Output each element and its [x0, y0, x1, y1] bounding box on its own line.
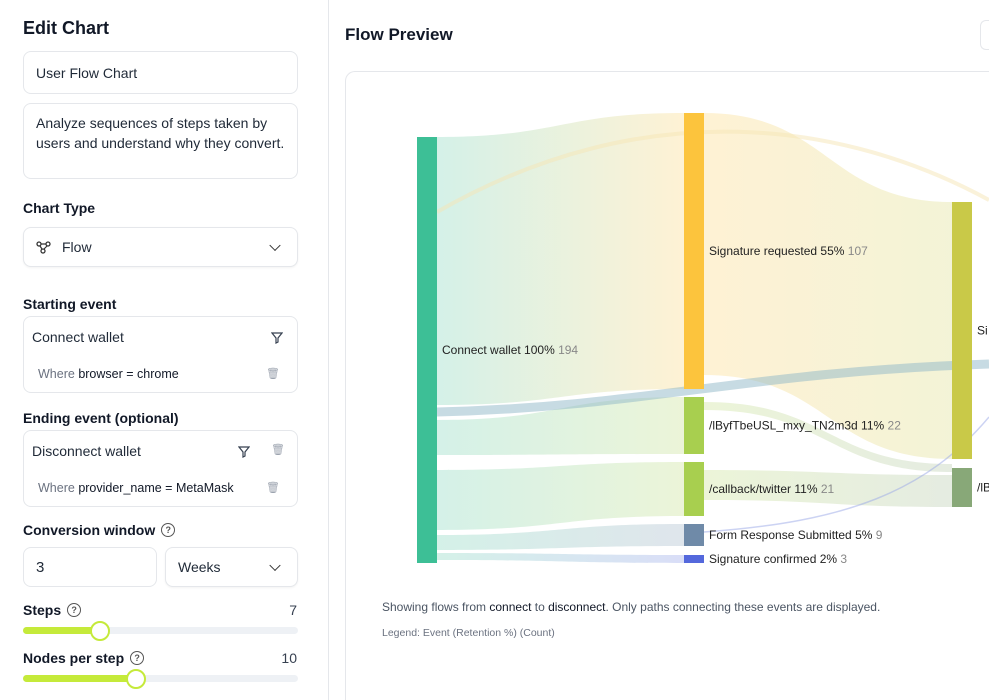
conversion-window-text: Conversion window: [23, 522, 156, 538]
flow-node-count: 194: [558, 343, 578, 357]
chevron-down-icon: [269, 559, 281, 572]
help-icon[interactable]: ?: [130, 651, 145, 665]
nodes-per-step-text: Nodes per step: [23, 650, 125, 666]
trash-icon[interactable]: 🗑: [266, 368, 280, 380]
sankey-chart: Connect wallet 100% 194 Signature request…: [417, 113, 989, 566]
description-input[interactable]: Analyze sequences of steps taken by user…: [23, 103, 298, 179]
steps-slider-fill: [23, 627, 100, 634]
toolbar-button[interactable]: [980, 20, 989, 50]
chart-type-value: Flow: [62, 239, 92, 255]
conversion-unit-select[interactable]: Weeks: [165, 547, 298, 587]
flow-link[interactable]: [437, 397, 684, 455]
filter-icon[interactable]: [271, 332, 283, 344]
caption-text: . Only paths connecting these events are…: [605, 600, 881, 614]
flow-node[interactable]: [684, 462, 704, 516]
conversion-window-input[interactable]: 3: [23, 547, 157, 587]
starting-event-label: Starting event: [23, 296, 117, 312]
flow-node[interactable]: [417, 137, 437, 563]
steps-slider[interactable]: [23, 621, 298, 641]
chart-type-select[interactable]: Flow: [23, 227, 298, 267]
flow-node[interactable]: [684, 397, 704, 454]
flow-link[interactable]: [704, 402, 952, 472]
starting-event-card: Connect wallet Where browser = chrome 🗑: [23, 316, 298, 393]
flow-node-count: 107: [848, 244, 868, 258]
flow-link[interactable]: [436, 129, 989, 214]
conversion-unit-value: Weeks: [178, 559, 221, 575]
flow-link[interactable]: [437, 462, 684, 530]
flow-link[interactable]: [437, 553, 684, 563]
steps-text: Steps: [23, 602, 62, 618]
steps-value: 7: [289, 602, 297, 618]
legend-text: Legend: Event (Retention %) (Count): [382, 627, 555, 639]
caption-from: connect: [489, 600, 532, 614]
flow-node[interactable]: [684, 524, 704, 546]
help-icon[interactable]: ?: [161, 523, 176, 537]
caption-text: to: [531, 600, 549, 614]
flow-node-label: Connect wallet 100% 194: [442, 343, 578, 357]
panel-title: Edit Chart: [23, 18, 110, 38]
nodes-per-step-slider[interactable]: [23, 669, 298, 689]
flow-node-count: 3: [840, 552, 847, 566]
ending-event-name[interactable]: Disconnect wallet: [32, 443, 141, 459]
conversion-window-label: Conversion window?: [23, 522, 176, 538]
flow-node-count: 22: [888, 419, 902, 433]
flow-node[interactable]: [952, 468, 972, 507]
flow-preview-panel: Flow Preview Connect wallet 100% 194 Sign…: [329, 0, 989, 700]
nodes-per-step-value: 10: [281, 650, 297, 666]
flow-link[interactable]: [704, 470, 952, 507]
ending-event-label: Ending event (optional): [23, 410, 179, 426]
filter-icon[interactable]: [238, 446, 250, 458]
nodes-slider-thumb[interactable]: [125, 669, 146, 689]
flow-node-count: 9: [876, 528, 883, 542]
chart-type-label: Chart Type: [23, 200, 96, 216]
flow-node[interactable]: [952, 202, 972, 459]
flow-node-count: 21: [821, 482, 835, 496]
flow-node-label: /lB: [977, 481, 989, 495]
preview-title: Flow Preview: [345, 25, 453, 44]
trash-icon[interactable]: 🗑: [266, 482, 280, 494]
flow-node[interactable]: [684, 555, 704, 563]
flow-caption: Showing flows from connect to disconnect…: [382, 600, 880, 614]
flow-link[interactable]: [436, 359, 989, 417]
flow-node-label: Form Response Submitted 5% 9: [709, 528, 883, 542]
help-icon[interactable]: ?: [67, 603, 82, 617]
flow-node[interactable]: [684, 113, 704, 389]
chart-name-input[interactable]: User Flow Chart: [23, 51, 298, 94]
where-label: Where: [38, 481, 75, 495]
steps-label: Steps?: [23, 602, 82, 618]
nodes-per-step-label: Nodes per step?: [23, 650, 145, 666]
where-label: Where: [38, 367, 75, 381]
ending-event-card: Disconnect wallet 🗑 Where provider_name …: [23, 430, 298, 507]
flow-node-label: /callback/twitter 11% 21: [709, 482, 835, 496]
flow-link[interactable]: [437, 524, 684, 550]
nodes-slider-fill: [23, 675, 136, 682]
edit-chart-panel: Edit Chart User Flow Chart Analyze seque…: [0, 0, 329, 700]
flow-chart-card: Connect wallet 100% 194 Signature request…: [345, 71, 989, 700]
caption-to: disconnect: [548, 600, 606, 614]
flow-node-label: /lByfTbeUSL_mxy_TN2m3d 11% 22: [709, 419, 901, 433]
ending-filter[interactable]: provider_name = MetaMask: [78, 481, 234, 495]
starting-filter[interactable]: browser = chrome: [78, 367, 179, 381]
flow-icon: [36, 241, 51, 254]
chevron-down-icon: [269, 239, 281, 252]
starting-event-name[interactable]: Connect wallet: [32, 329, 124, 345]
steps-slider-thumb[interactable]: [90, 621, 110, 641]
caption-text: Showing flows from: [382, 600, 490, 614]
trash-icon[interactable]: 🗑: [271, 444, 285, 456]
flow-node-label: Signature confirmed 2% 3: [709, 552, 847, 566]
flow-node-label: Signature requested 55% 107: [709, 244, 868, 258]
flow-link[interactable]: [437, 113, 684, 405]
flow-node-label: Si: [977, 324, 988, 338]
